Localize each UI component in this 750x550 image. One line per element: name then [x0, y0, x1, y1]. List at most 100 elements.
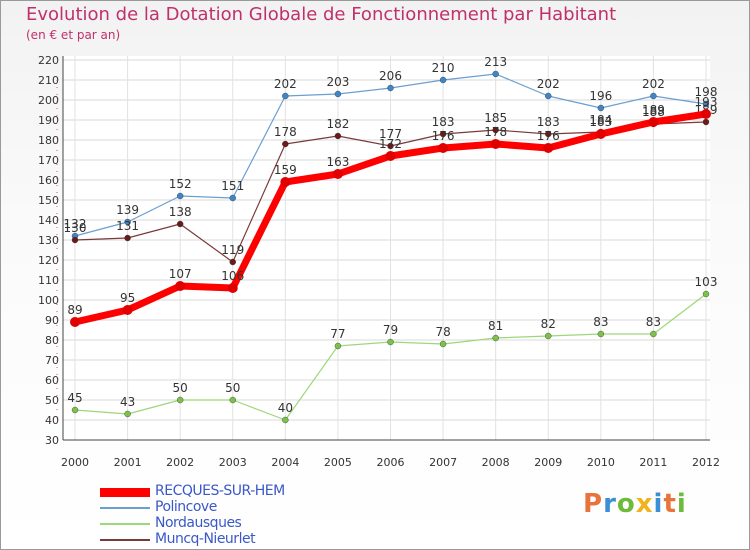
logo-letter: t — [663, 489, 677, 519]
data-point — [543, 143, 554, 153]
data-point — [597, 330, 605, 338]
y-tick-label: 120 — [38, 254, 59, 267]
y-tick-label: 190 — [38, 114, 59, 127]
x-tick-label: 2011 — [639, 456, 667, 469]
y-tick-label: 90 — [45, 314, 59, 327]
data-label: 183 — [432, 115, 455, 129]
data-label: 152 — [169, 177, 192, 191]
data-point — [71, 406, 79, 414]
x-tick-label: 2000 — [61, 456, 89, 469]
chart-subtitle: (en € et par an) — [26, 28, 121, 42]
data-point — [282, 92, 289, 100]
data-point — [387, 84, 394, 92]
data-point — [702, 118, 710, 126]
data-point — [282, 140, 289, 148]
legend-label: Nordausques — [155, 515, 242, 531]
x-tick-label: 2001 — [114, 456, 142, 469]
x-tick-label: 2012 — [692, 456, 720, 469]
y-tick-label: 160 — [38, 174, 59, 187]
data-point — [492, 126, 499, 134]
data-label: 139 — [116, 203, 139, 217]
logo-letter: x — [635, 489, 654, 519]
data-label: 202 — [274, 77, 297, 91]
data-point — [439, 340, 447, 348]
data-point — [702, 100, 710, 108]
logo-letter: i — [653, 489, 664, 519]
data-point — [124, 410, 131, 418]
legend-label: RECQUES-SUR-HEM — [155, 483, 285, 499]
data-label: 83 — [593, 315, 608, 329]
data-label: 196 — [589, 89, 612, 103]
data-label: 198 — [695, 85, 718, 99]
data-label: 95 — [120, 291, 135, 305]
chart-title: Evolution de la Dotation Globale de Fonc… — [26, 4, 617, 25]
data-label: 193 — [695, 95, 718, 109]
legend-label: Muncq-Nieurlet — [155, 531, 256, 547]
data-point — [439, 130, 447, 138]
data-point — [71, 236, 79, 244]
data-label: 177 — [379, 127, 402, 141]
data-point — [545, 332, 552, 340]
data-label: 213 — [484, 55, 507, 69]
data-point — [650, 92, 657, 100]
data-label: 45 — [67, 391, 82, 405]
legend-item: Muncq-Nieurlet — [100, 531, 360, 548]
data-point — [490, 139, 501, 149]
data-label: 206 — [379, 69, 402, 83]
data-point — [334, 132, 342, 140]
x-tick-label: 2005 — [324, 456, 352, 469]
data-label: 203 — [326, 75, 349, 89]
data-label: 138 — [169, 205, 192, 219]
legend-item: Polincove — [100, 499, 360, 516]
data-point — [229, 396, 236, 404]
data-label: 132 — [64, 217, 87, 231]
data-point — [227, 283, 238, 293]
data-label: 151 — [221, 179, 244, 193]
data-label: 163 — [326, 155, 349, 169]
data-label: 107 — [169, 267, 192, 281]
data-label: 176 — [432, 129, 455, 143]
data-point — [282, 416, 289, 424]
legend-swatch — [100, 507, 150, 509]
data-point — [334, 342, 342, 350]
data-label: 183 — [589, 115, 612, 129]
data-label: 178 — [484, 125, 507, 139]
y-tick-label: 150 — [38, 194, 59, 207]
data-label: 188 — [642, 105, 665, 119]
data-point — [597, 104, 605, 112]
data-label: 182 — [326, 117, 349, 131]
y-tick-label: 170 — [38, 154, 59, 167]
data-point — [439, 76, 447, 84]
data-label: 50 — [225, 381, 240, 395]
data-point — [332, 169, 343, 179]
data-label: 210 — [432, 61, 455, 75]
data-label: 202 — [642, 77, 665, 91]
legend-swatch — [100, 523, 150, 525]
data-label: 183 — [537, 115, 560, 129]
data-point — [176, 192, 184, 200]
logo-letter: r — [603, 489, 617, 519]
legend-swatch — [100, 539, 150, 541]
data-label: 79 — [383, 323, 398, 337]
data-point — [595, 129, 606, 139]
data-label: 130 — [64, 221, 87, 235]
data-label: 89 — [67, 303, 82, 317]
data-point — [387, 142, 394, 150]
x-tick-label: 2003 — [219, 456, 247, 469]
logo-letter: i — [676, 489, 687, 519]
legend-item: Nordausques — [100, 515, 360, 532]
data-point — [176, 396, 184, 404]
data-point — [70, 317, 80, 327]
proxiti-logo: Proxiti — [583, 489, 687, 519]
x-tick-label: 2006 — [377, 456, 405, 469]
x-tick-label: 2008 — [482, 456, 510, 469]
data-point — [229, 194, 236, 202]
data-label: 43 — [120, 395, 135, 409]
data-label: 189 — [642, 103, 665, 117]
data-label: 178 — [274, 125, 297, 139]
logo-letter: o — [616, 489, 636, 519]
data-point — [175, 281, 186, 291]
data-label: 50 — [173, 381, 188, 395]
data-label: 81 — [488, 319, 503, 333]
